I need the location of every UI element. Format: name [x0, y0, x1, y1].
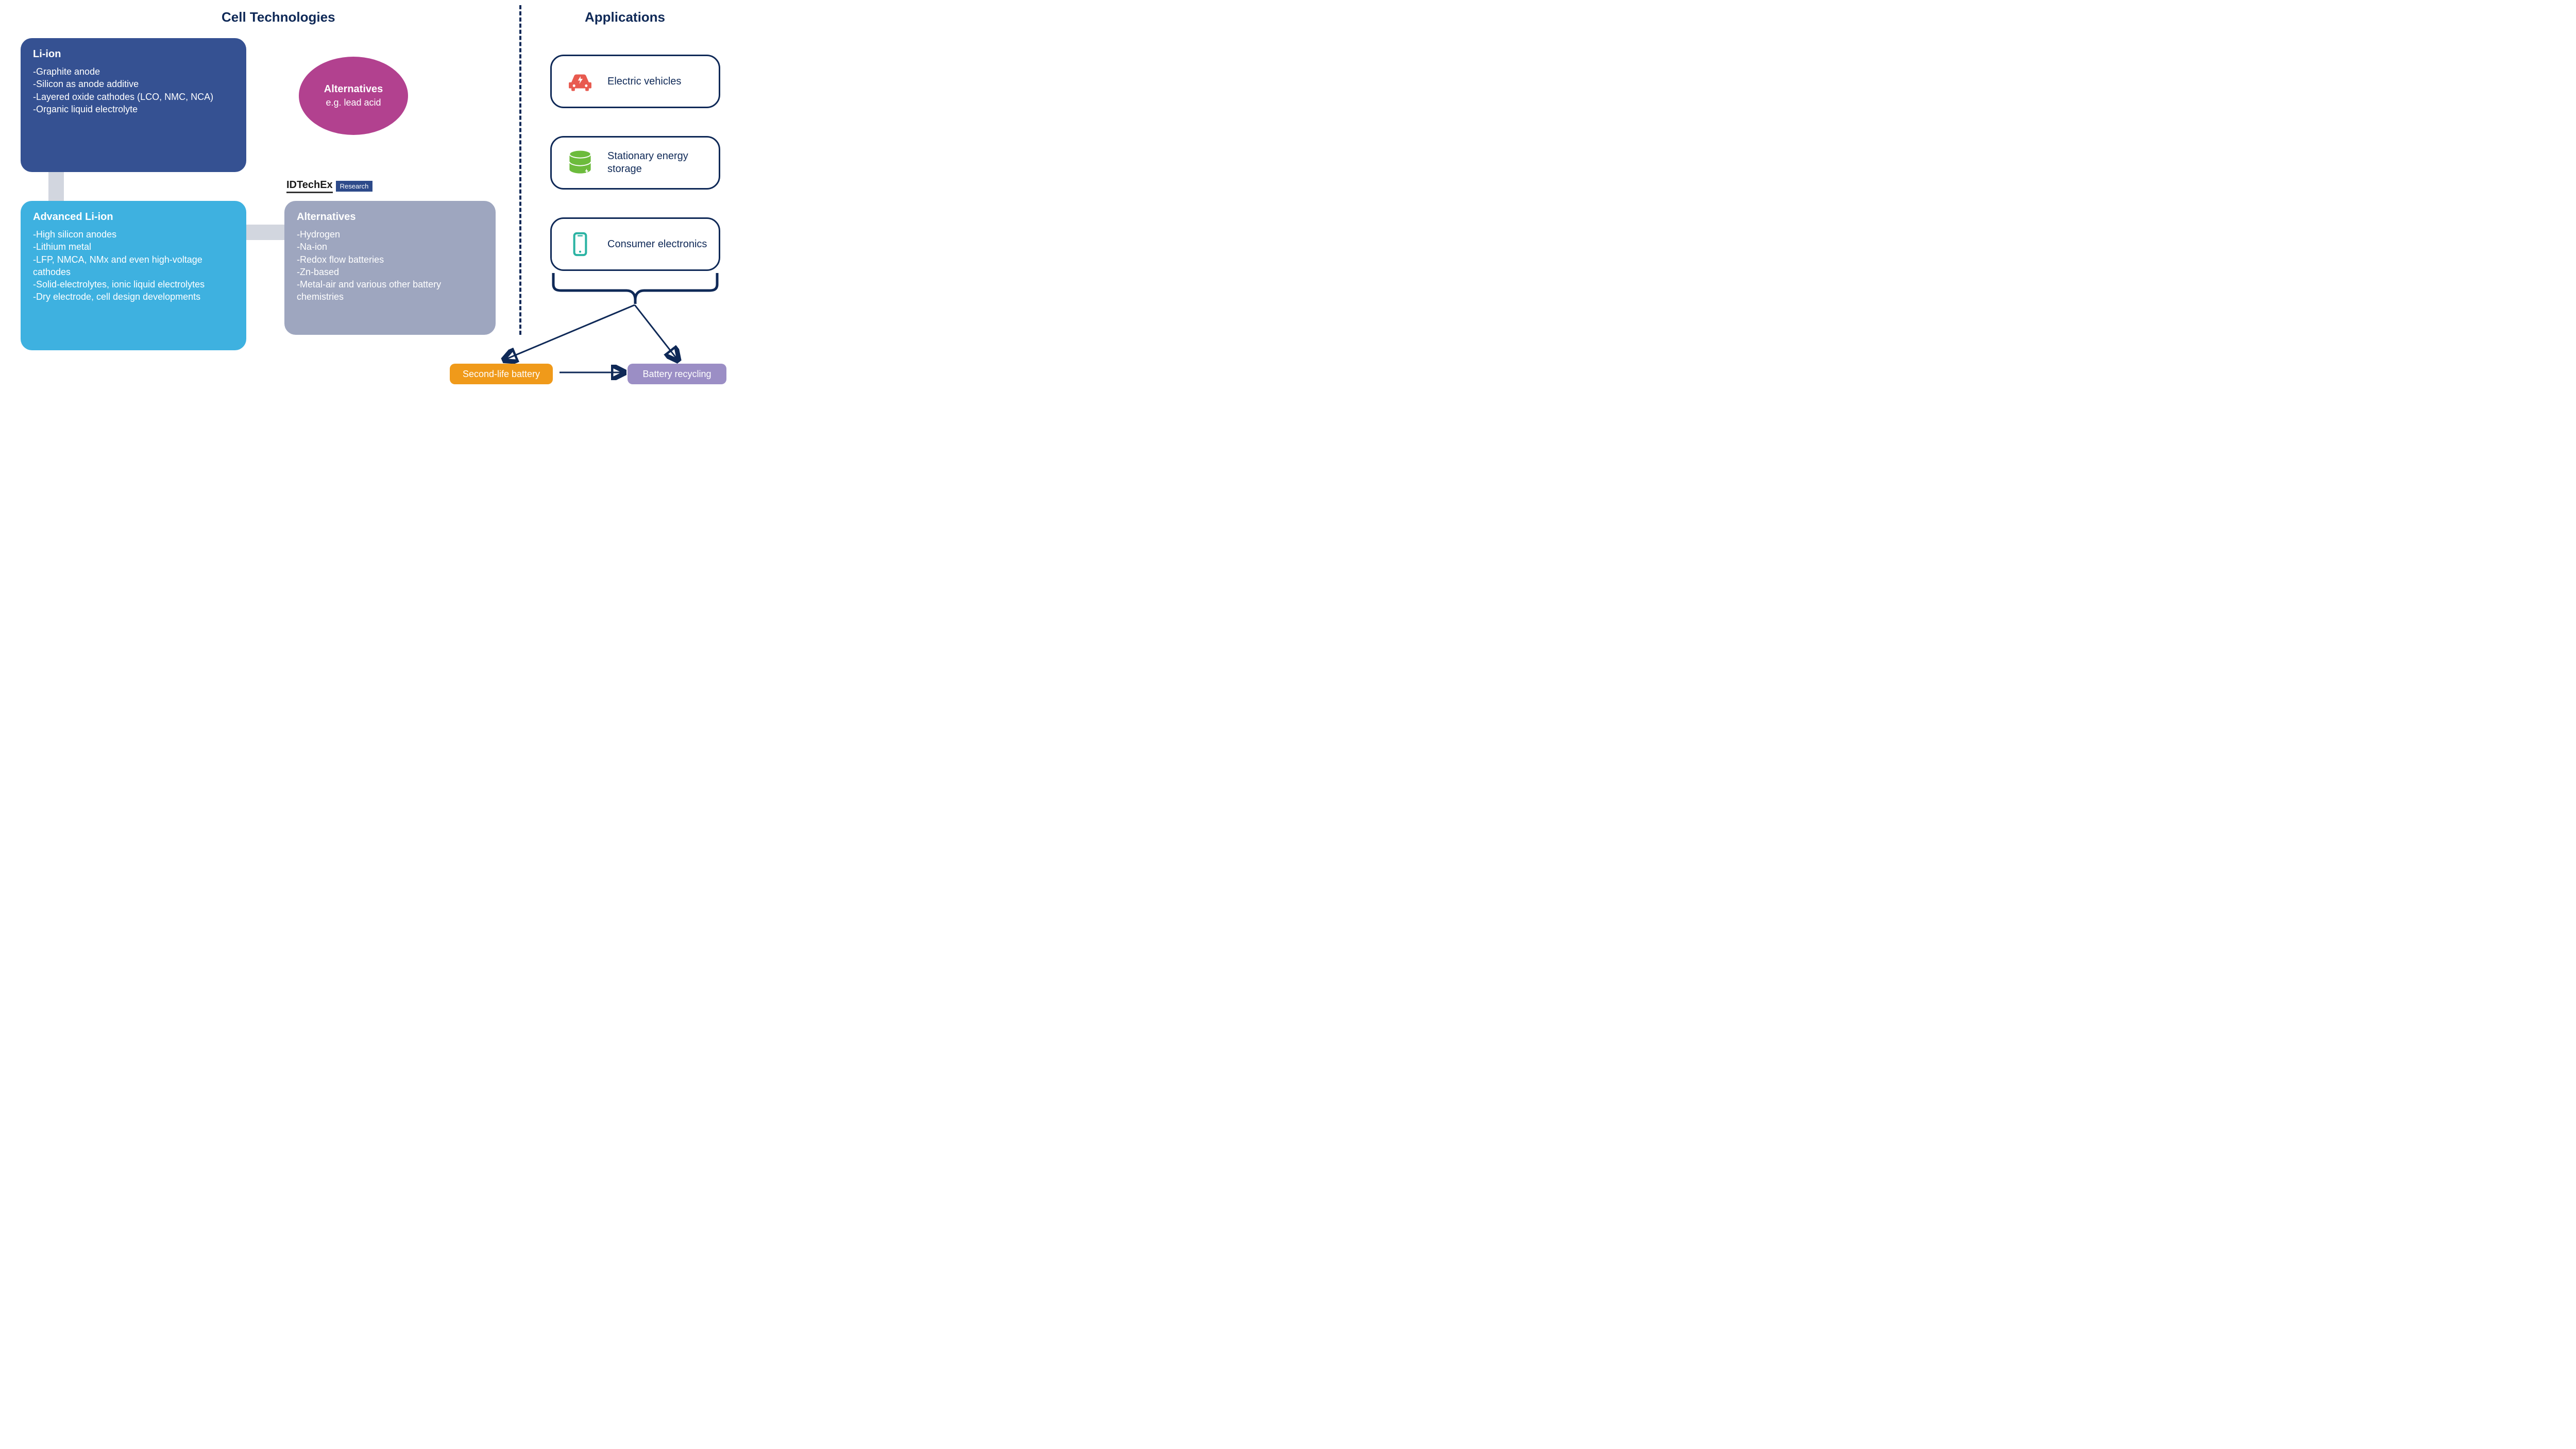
database-icon [562, 145, 598, 181]
pill-recycling: Battery recycling [628, 364, 726, 384]
box-liion-title: Li-ion [33, 48, 234, 60]
phone-icon [562, 226, 598, 262]
app-card-consumer-electronics: Consumer electronics [550, 217, 720, 271]
box-advliion-title: Advanced Li-ion [33, 211, 234, 223]
connector-liion-to-adv [48, 172, 64, 201]
heading-cell-technologies: Cell Technologies [222, 9, 335, 25]
ellipse-title: Alternatives [324, 83, 383, 95]
ellipse-subtitle: e.g. lead acid [326, 97, 381, 108]
box-advanced-liion: Advanced Li-ion -High silicon anodes -Li… [21, 201, 246, 350]
box-advliion-items: -High silicon anodes -Lithium metal -LFP… [33, 228, 234, 303]
connector-adv-to-alt [246, 225, 284, 240]
heading-applications: Applications [585, 9, 665, 25]
section-divider [519, 5, 521, 335]
ellipse-alternatives: Alternatives e.g. lead acid [299, 57, 408, 135]
car-icon [562, 63, 598, 99]
app-card-electric-vehicles: Electric vehicles [550, 55, 720, 108]
pill-second-life: Second-life battery [450, 364, 553, 384]
logo-badge: Research [336, 181, 373, 192]
logo-idtechex: IDTechEx Research [286, 179, 372, 193]
app-label-storage: Stationary energy storage [607, 150, 708, 176]
app-label-electronics: Consumer electronics [607, 238, 707, 251]
app-card-stationary-storage: Stationary energy storage [550, 136, 720, 190]
box-alt-title: Alternatives [297, 211, 483, 223]
box-liion: Li-ion -Graphite anode -Silicon as anode… [21, 38, 246, 172]
logo-word: IDTechEx [286, 179, 333, 193]
app-label-ev: Electric vehicles [607, 75, 681, 88]
box-liion-items: -Graphite anode -Silicon as anode additi… [33, 65, 234, 115]
box-alt-items: -Hydrogen -Na-ion -Redox flow batteries … [297, 228, 483, 303]
